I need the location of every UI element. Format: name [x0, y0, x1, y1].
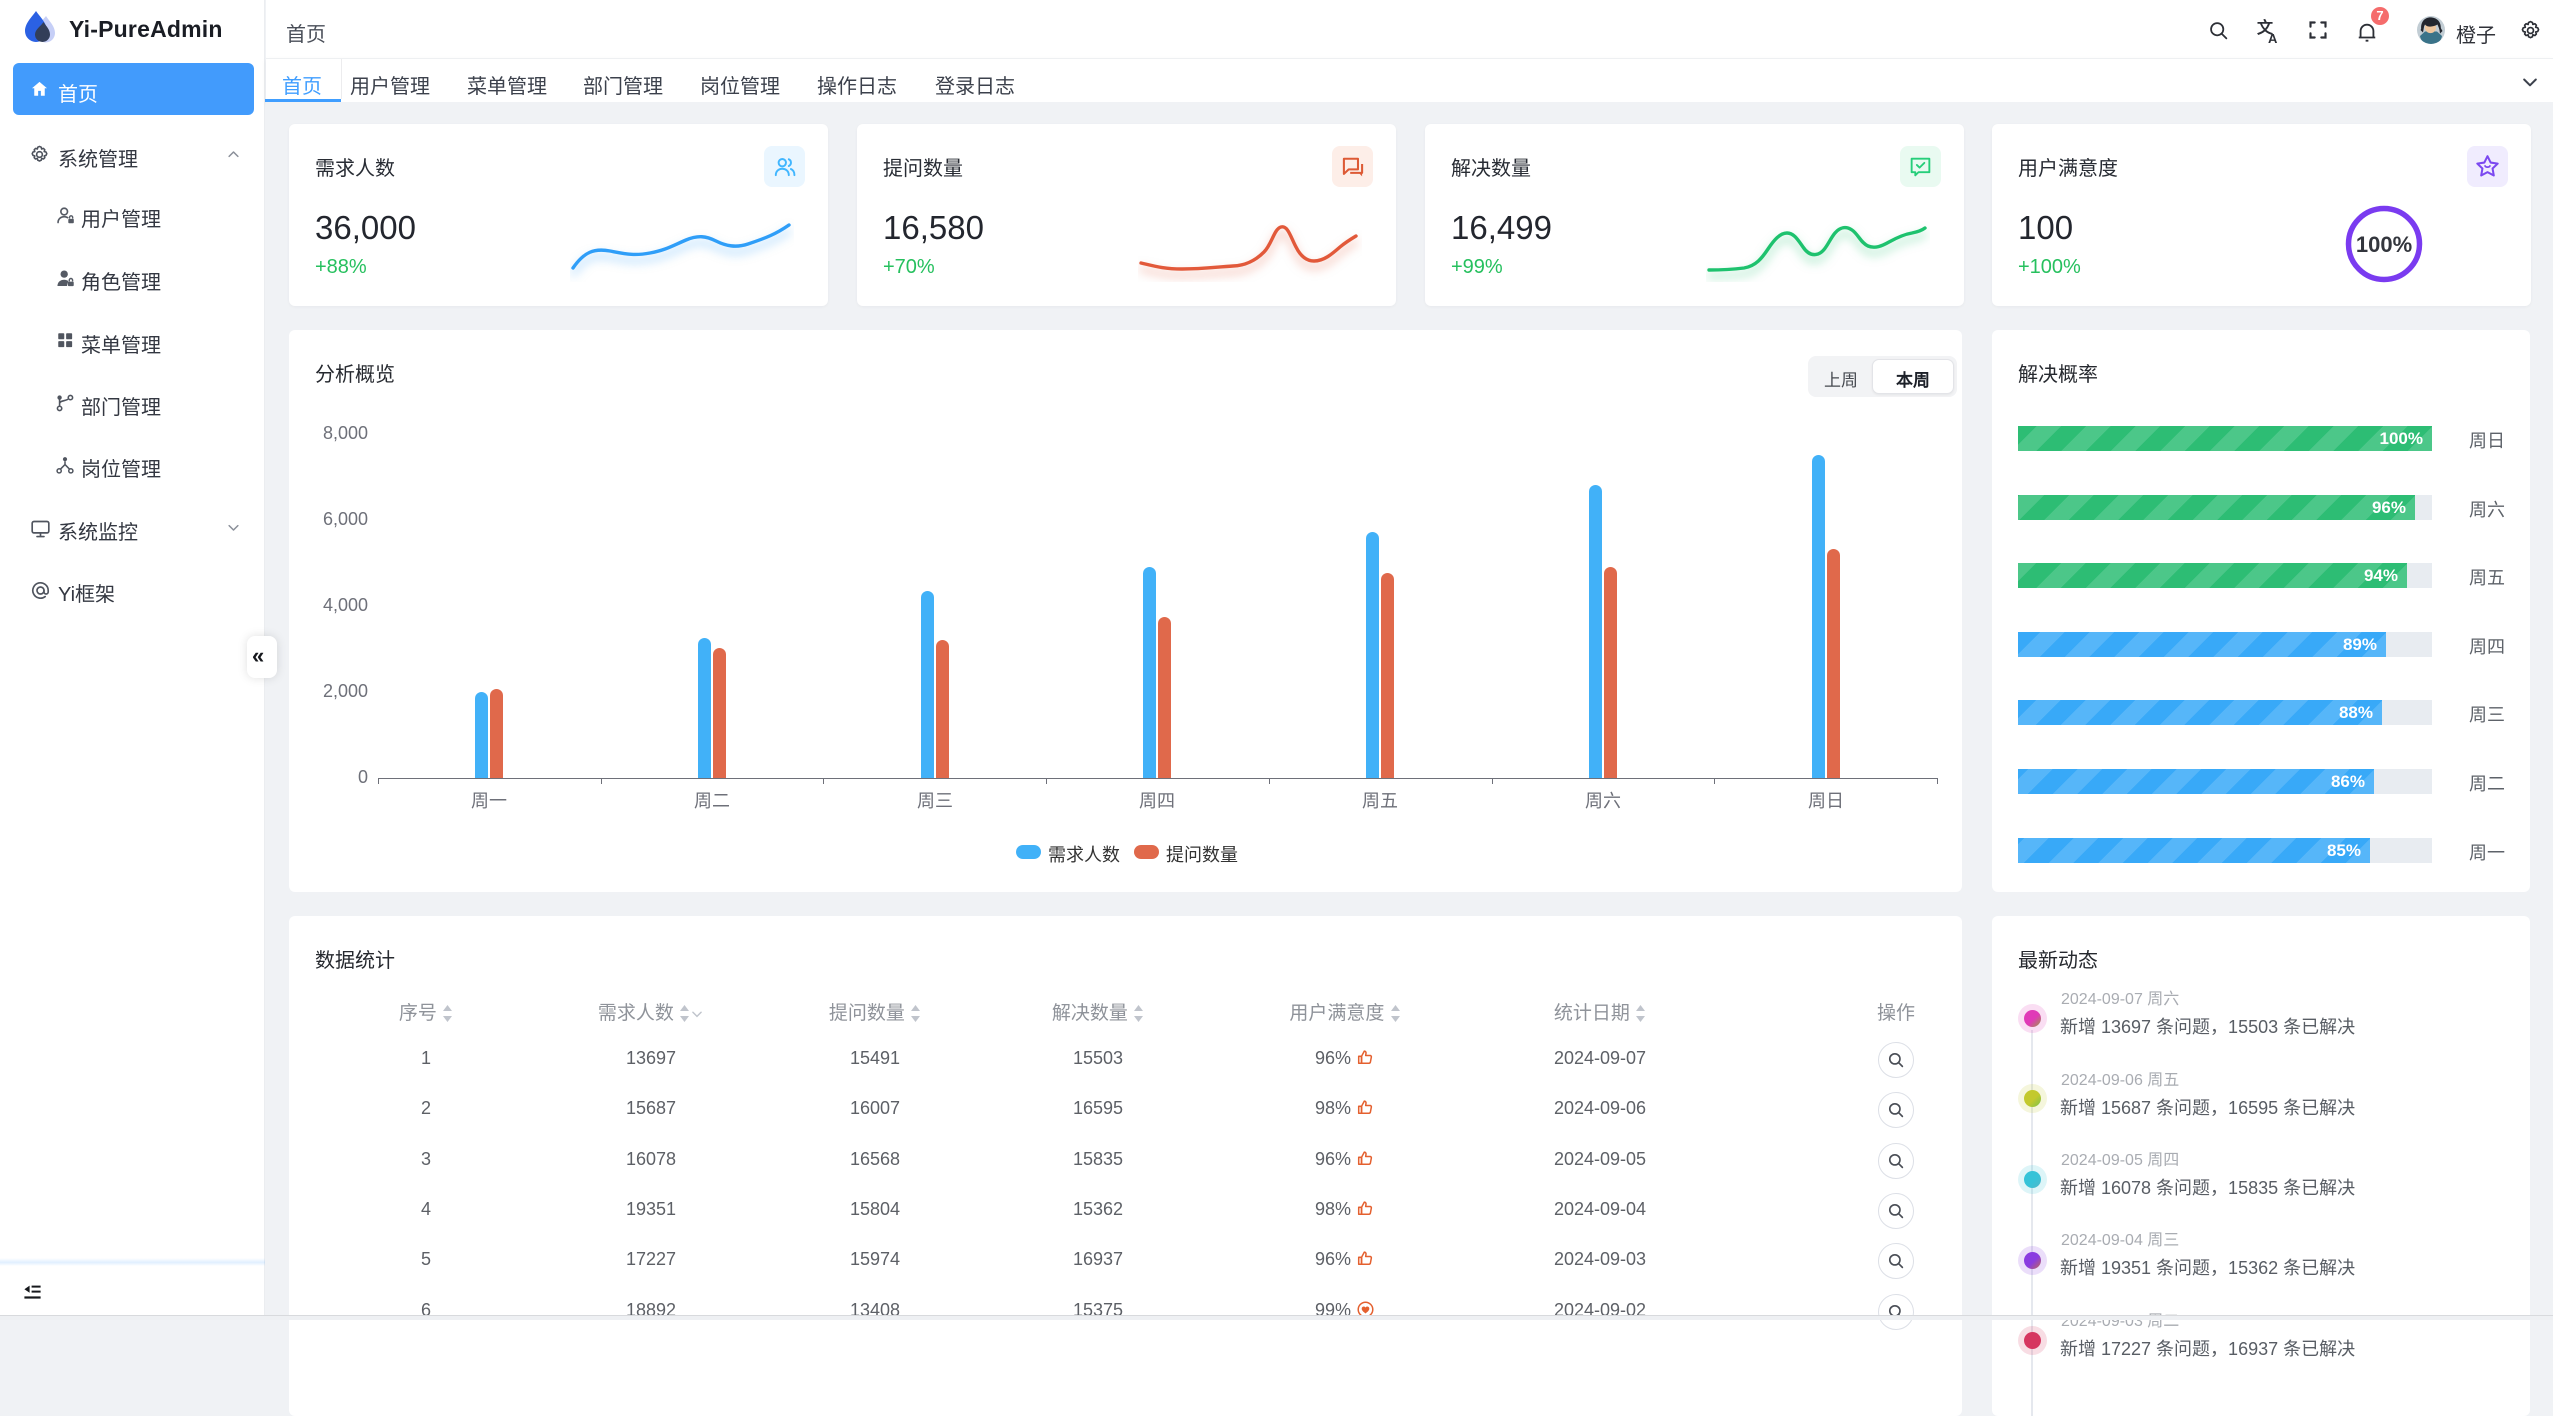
svg-text:A: A: [2268, 31, 2278, 44]
svg-text:文: 文: [2257, 18, 2274, 37]
svg-text:100%: 100%: [2356, 232, 2412, 257]
